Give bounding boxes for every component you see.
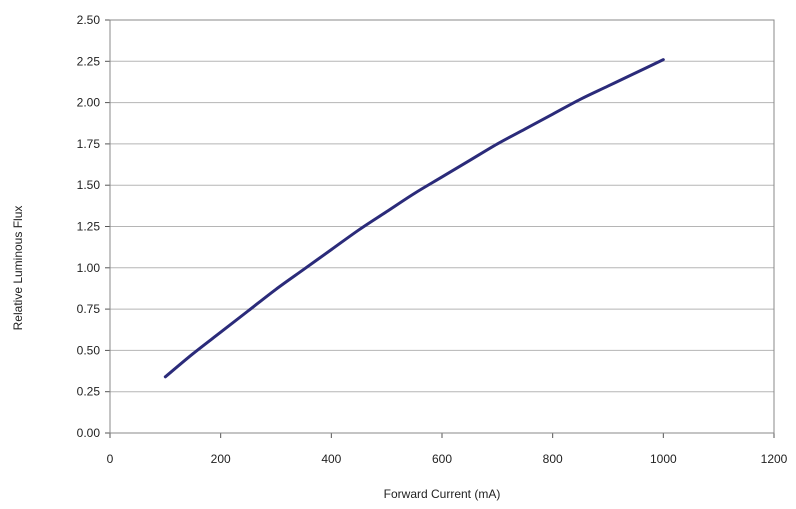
x-tick-label: 0	[107, 452, 114, 466]
series-layer	[163, 58, 665, 379]
x-tick-label: 200	[211, 452, 231, 466]
y-tick-label: 2.00	[77, 96, 101, 110]
y-tick-label: 1.00	[77, 261, 101, 275]
x-tick-label: 1200	[761, 452, 788, 466]
y-tick-label: 1.50	[77, 178, 101, 192]
y-axis-title: Relative Luminous Flux	[11, 206, 25, 331]
y-tick-label: 0.50	[77, 343, 101, 357]
y-tick-label: 0.75	[77, 302, 101, 316]
label-layer: 0.00 0.25 0.50 0.75 1.00 1.25 1.50 1.75 2.00 2.25…	[77, 13, 788, 466]
x-tick-label: 800	[543, 452, 563, 466]
series-line	[163, 58, 665, 379]
y-tick-label: 2.50	[77, 13, 101, 27]
x-tick-label: 1000	[650, 452, 677, 466]
x-tick-label: 600	[432, 452, 452, 466]
grid-layer	[110, 19, 774, 393]
plot-area-frame	[109, 19, 775, 434]
y-tick-label: 1.25	[77, 220, 101, 234]
y-tick-label: 1.75	[77, 137, 101, 151]
x-axis-title: Forward Current (mA)	[384, 487, 501, 501]
y-tick-label: 2.25	[77, 54, 101, 68]
y-tick-label: 0.00	[77, 426, 101, 440]
axis-layer	[105, 19, 775, 438]
y-tick-label: 0.25	[77, 385, 101, 399]
x-tick-label: 400	[321, 452, 341, 466]
